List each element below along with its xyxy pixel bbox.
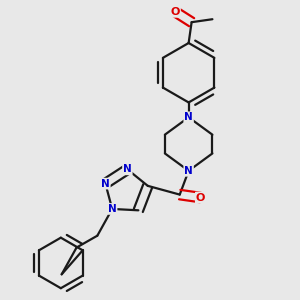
Text: O: O: [171, 7, 180, 17]
Text: N: N: [108, 204, 117, 214]
Text: O: O: [196, 193, 205, 202]
Text: N: N: [123, 164, 132, 174]
Text: N: N: [101, 178, 110, 189]
Text: N: N: [184, 112, 193, 122]
Text: N: N: [184, 166, 193, 176]
